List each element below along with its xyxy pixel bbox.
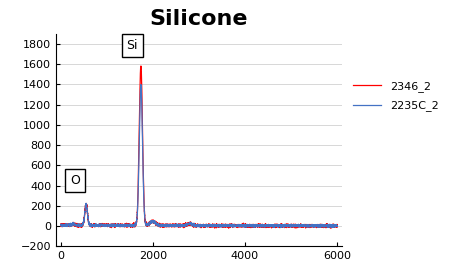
2346_2 xyxy=(58,222,64,226)
2235C_2 xyxy=(334,225,340,228)
2346_2 xyxy=(138,64,144,68)
2346_2 xyxy=(226,227,232,230)
2235C_2 xyxy=(138,83,144,86)
2346_2 xyxy=(332,224,338,228)
Text: O: O xyxy=(70,174,80,186)
2235C_2 xyxy=(58,223,64,227)
2235C_2 xyxy=(124,225,129,228)
2346_2 xyxy=(122,222,128,225)
2235C_2 xyxy=(125,223,131,227)
Title: Silicone: Silicone xyxy=(150,9,248,29)
Line: 2235C_2: 2235C_2 xyxy=(61,85,337,227)
2235C_2 xyxy=(332,224,338,227)
2346_2 xyxy=(182,223,187,227)
2346_2 xyxy=(125,223,131,226)
2235C_2 xyxy=(278,226,284,229)
2235C_2 xyxy=(162,223,168,227)
2235C_2 xyxy=(122,224,128,227)
Legend: 2346_2, 2235C_2: 2346_2, 2235C_2 xyxy=(350,78,442,115)
2346_2 xyxy=(334,223,340,226)
2346_2 xyxy=(162,225,168,228)
Text: Si: Si xyxy=(127,39,138,52)
2235C_2 xyxy=(182,223,187,227)
2346_2 xyxy=(124,223,129,226)
Line: 2346_2: 2346_2 xyxy=(61,66,337,228)
